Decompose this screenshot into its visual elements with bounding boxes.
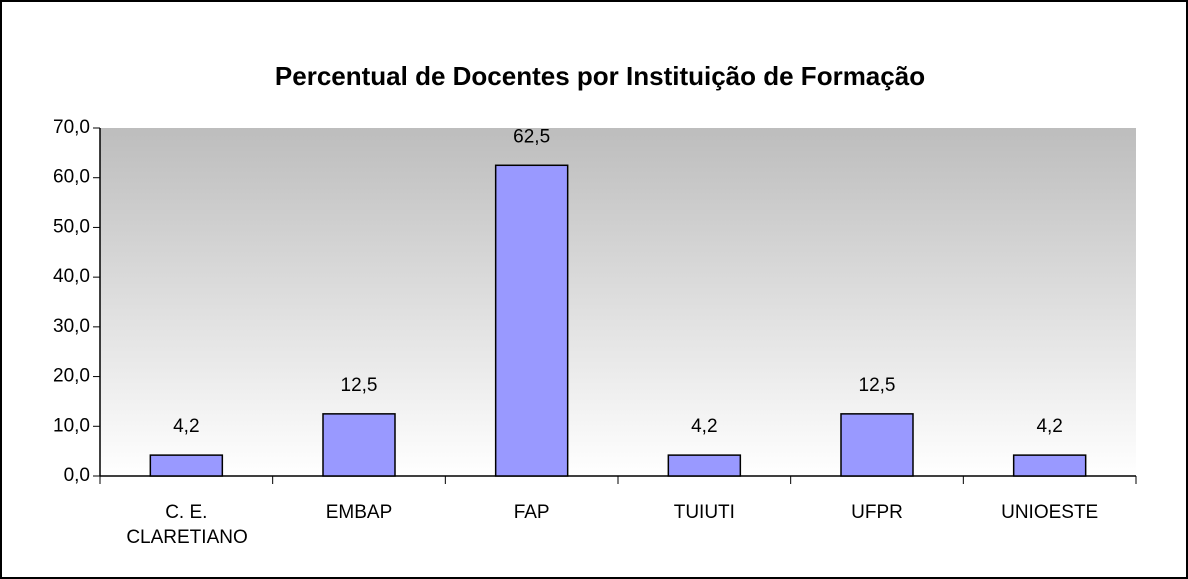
x-tick-label: UFPR (851, 502, 903, 523)
bar (840, 413, 914, 477)
bar (149, 454, 224, 477)
x-tick-label: UNIOESTE (1001, 502, 1099, 523)
y-tick-label: 0,0 (64, 465, 90, 486)
y-tick-label: 60,0 (53, 167, 90, 188)
y-tick-label: 70,0 (53, 117, 90, 138)
value-label: 12,5 (341, 375, 378, 396)
y-tick-label: 30,0 (53, 316, 90, 337)
x-tick-label: EMBAP (325, 502, 393, 523)
x-tick-label: FAP (513, 502, 550, 523)
value-label: 4,2 (173, 416, 199, 437)
x-tick-label: C. E. CLARETIANO (126, 502, 248, 548)
y-tick-label: 50,0 (53, 216, 90, 237)
x-tick-label: TUIUTI (673, 502, 735, 523)
plot-area (100, 128, 1136, 476)
chart-title: Percentual de Docentes por Instituição d… (275, 61, 925, 91)
y-tick-label: 40,0 (53, 266, 90, 287)
value-label: 12,5 (859, 375, 896, 396)
value-label: 62,5 (513, 126, 550, 147)
bar (667, 454, 742, 477)
value-label: 4,2 (691, 416, 717, 437)
bar (494, 164, 569, 477)
bar (1012, 454, 1087, 477)
y-tick-label: 10,0 (53, 415, 90, 436)
y-tick-label: 20,0 (53, 366, 90, 387)
bar (322, 413, 396, 477)
value-label: 4,2 (1036, 416, 1062, 437)
